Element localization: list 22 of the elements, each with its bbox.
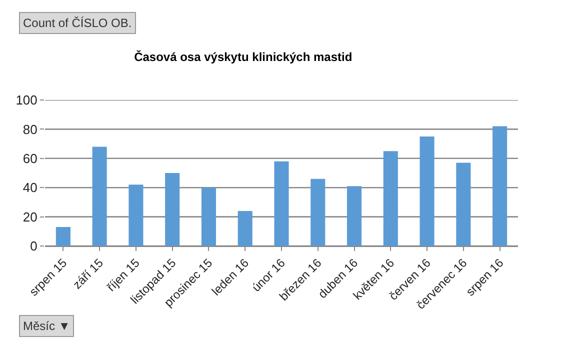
text: Měsíc ▼ <box>23 319 70 333</box>
y-tick-label: 20 <box>22 209 38 224</box>
bar <box>165 173 180 246</box>
bar <box>492 126 508 246</box>
bar <box>238 210 252 246</box>
y-tick-label: 0 <box>30 238 38 254</box>
bar <box>383 151 398 246</box>
y-tick-label: 60 <box>22 150 38 166</box>
bar <box>346 186 362 246</box>
bar <box>310 178 326 246</box>
y-tick-label: 80 <box>22 122 38 137</box>
bar <box>201 188 216 246</box>
text: Count of ČÍSLO OB. <box>23 16 132 30</box>
y-tick-label: 100 <box>16 92 38 108</box>
bar <box>456 162 471 246</box>
y-tick-label: 40 <box>22 180 38 196</box>
bar <box>128 184 144 246</box>
chart-title: Časová osa výskytu klinických mastid <box>134 50 352 64</box>
bar <box>420 136 434 246</box>
bar <box>56 227 70 246</box>
bar <box>92 146 107 246</box>
bar <box>274 161 289 246</box>
